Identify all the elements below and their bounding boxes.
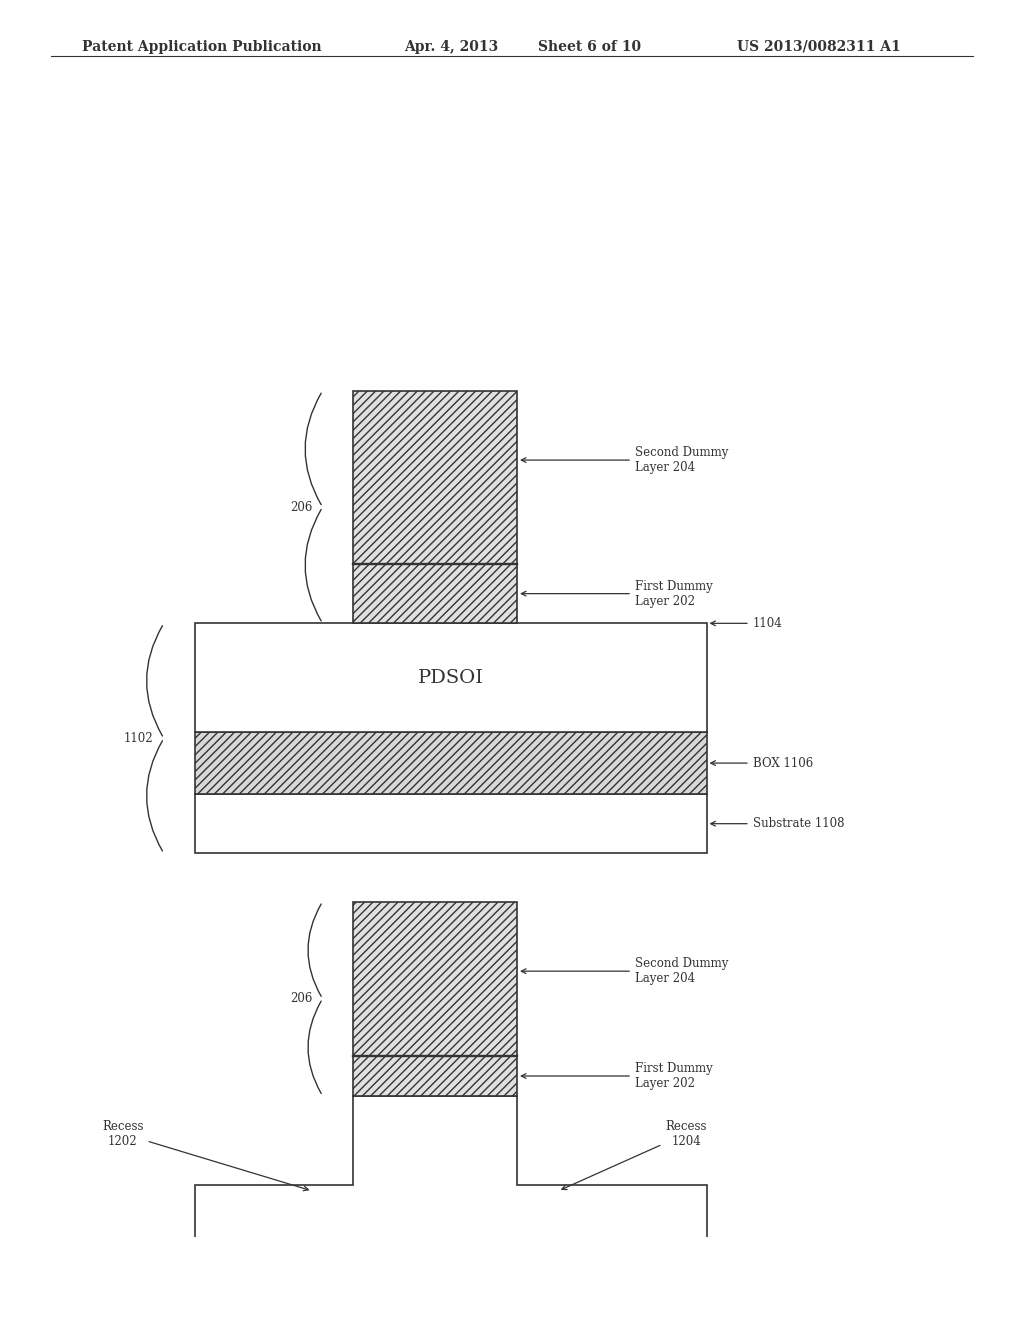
- Bar: [353, 391, 517, 564]
- Text: 1104: 1104: [711, 616, 782, 630]
- Text: Second Dummy
Layer 204: Second Dummy Layer 204: [521, 446, 728, 474]
- Text: Apr. 4, 2013: Apr. 4, 2013: [404, 40, 499, 54]
- Text: Recess
1204: Recess 1204: [562, 1119, 707, 1189]
- Text: PDSOI: PDSOI: [418, 669, 483, 686]
- Text: US 2013/0082311 A1: US 2013/0082311 A1: [737, 40, 901, 54]
- Bar: [353, 1056, 517, 1096]
- Text: 1102: 1102: [124, 731, 154, 744]
- Text: 206: 206: [290, 500, 312, 513]
- Text: Second Dummy
Layer 204: Second Dummy Layer 204: [521, 957, 728, 985]
- Text: Patent Application Publication: Patent Application Publication: [82, 40, 322, 54]
- Text: BOX 1106: BOX 1106: [711, 756, 813, 770]
- Bar: [195, 733, 707, 795]
- Text: Substrate 1108: Substrate 1108: [711, 817, 844, 830]
- Text: FIG. 11: FIG. 11: [422, 902, 479, 916]
- Text: Sheet 6 of 10: Sheet 6 of 10: [538, 40, 641, 54]
- Text: First Dummy
Layer 202: First Dummy Layer 202: [521, 579, 713, 607]
- Text: 206: 206: [290, 993, 312, 1006]
- Bar: [353, 902, 517, 1056]
- Bar: [195, 795, 707, 853]
- Text: Recess
1202: Recess 1202: [102, 1119, 308, 1191]
- Bar: [195, 623, 707, 733]
- Text: First Dummy
Layer 202: First Dummy Layer 202: [521, 1063, 713, 1090]
- Polygon shape: [195, 1096, 707, 1274]
- Bar: [353, 564, 517, 623]
